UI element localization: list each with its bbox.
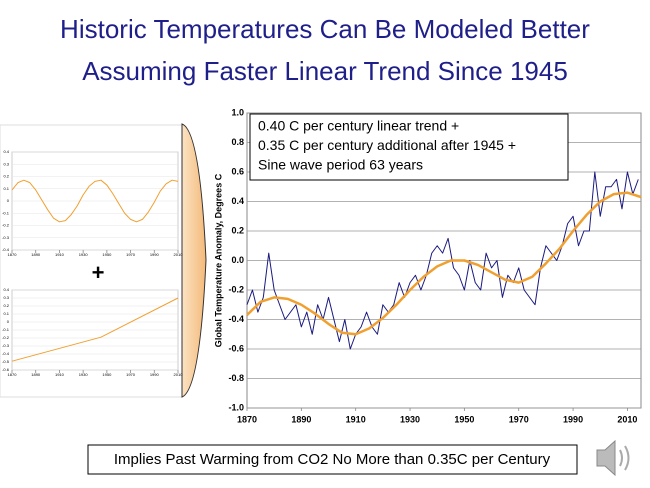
x-tick-label: 1910 [55,252,65,257]
x-tick-label: 2010 [174,252,184,257]
y-tick-label: -0.2 [228,284,244,294]
x-tick-label: 1950 [102,372,112,377]
x-tick-label: 2010 [174,372,184,377]
data-line [11,179,179,223]
y-tick-label: 0.2 [3,303,9,308]
x-tick-label: 1930 [79,372,89,377]
footer-box [87,444,578,475]
y-tick-label: 0.4 [3,287,9,292]
y-tick-label: -0.6 [2,367,10,372]
footer: Implies Past Warming from CO2 No More th… [114,451,551,468]
x-tick-label: 1990 [150,252,160,257]
y-axis-label: Global Temperature Anomaly, Degrees C [213,173,223,347]
y-tick-label: -0.1 [2,210,10,215]
x-tick-label: 1910 [55,372,65,377]
y-tick-label: 0.1 [3,186,9,191]
x-tick-label: 1930 [400,414,420,424]
y-tick-label: -0.2 [2,335,10,340]
y-tick-label: -0.2 [2,223,10,228]
x-tick-label: 1970 [126,252,136,257]
x-tick-label: 1970 [126,372,136,377]
annotation-box [249,113,569,181]
y-tick-label: 1.0 [231,107,244,117]
y-tick-label: 0 [7,319,10,324]
title-line: Historic Temperatures Can Be Modeled Bet… [60,14,590,44]
data-line [246,171,639,350]
y-tick-label: -0.8 [228,373,244,383]
x-tick-label: 1990 [150,372,160,377]
data-line [246,191,642,336]
data-line [11,297,179,362]
y-tick-label: 0.3 [3,161,9,166]
speaker-icon [596,439,630,477]
y-tick-label: -0.5 [2,359,10,364]
x-tick-label: 1890 [31,372,41,377]
y-tick-label: 0.8 [231,137,244,147]
bracket [181,123,207,398]
x-tick-label: 1870 [237,414,257,424]
x-tick-label: 1890 [291,414,311,424]
x-tick-label: 1930 [79,252,89,257]
y-tick-label: -0.6 [228,343,244,353]
x-tick-label: 1870 [8,252,18,257]
plus-sign: + [92,260,105,285]
y-tick-label: -0.4 [228,314,244,324]
x-tick-label: 1970 [509,414,529,424]
y-tick-label: 0.4 [231,196,244,206]
y-tick-label: 0.6 [231,166,244,176]
y-tick-label: -0.3 [2,235,10,240]
y-tick-label: 0.2 [231,225,244,235]
y-tick-label: -0.4 [2,351,10,356]
annotation-line: 0.40 C per century linear trend + [258,118,459,134]
x-tick-label: 1870 [8,372,18,377]
x-tick-label: 1950 [102,252,112,257]
x-tick-label: 2010 [617,414,637,424]
annotation-line: Sine wave period 63 years [258,157,423,173]
x-tick-label: 1990 [563,414,583,424]
y-tick-label: -0.1 [2,327,10,332]
y-tick-label: 0.3 [3,295,9,300]
y-tick-label: 0.2 [3,174,9,179]
y-tick-label: 0.0 [231,255,244,265]
y-tick-label: -1.0 [228,402,244,412]
x-tick-label: 1950 [454,414,474,424]
y-tick-label: 0 [7,198,10,203]
annotation-line: 0.35 C per century additional after 1945… [258,137,516,153]
y-tick-label: -0.4 [2,247,10,252]
x-tick-label: 1910 [346,414,366,424]
y-tick-label: 0.1 [3,311,9,316]
y-tick-label: 0.4 [3,149,9,154]
y-tick-label: -0.3 [2,343,10,348]
title-line: Assuming Faster Linear Trend Since 1945 [82,56,568,86]
x-tick-label: 1890 [31,252,41,257]
